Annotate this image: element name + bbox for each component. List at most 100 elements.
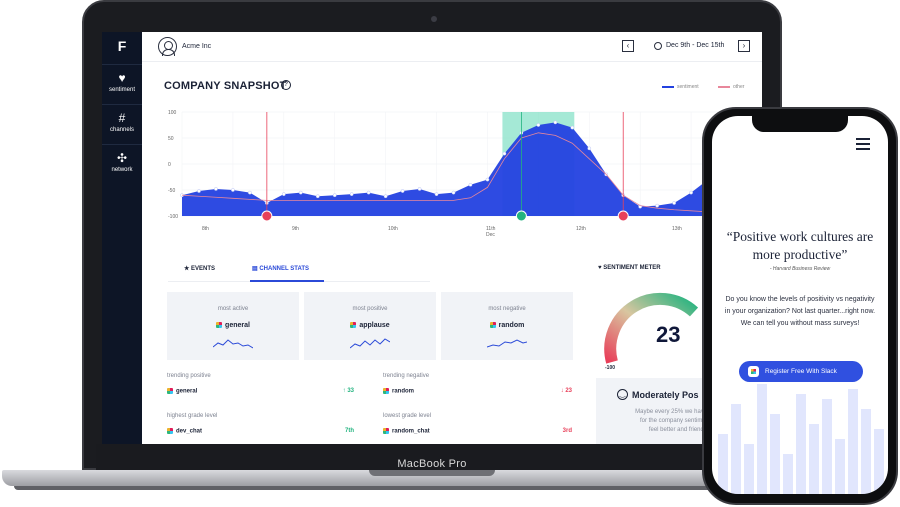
slack-icon [489, 322, 496, 329]
data-point [400, 189, 405, 193]
data-point [451, 190, 456, 195]
slack-icon [167, 388, 173, 394]
data-point [434, 192, 439, 197]
phone-body-text: Do you know the levels of positivity vs … [724, 296, 876, 327]
lowest-grade-value: 3rd [562, 428, 572, 434]
highest-grade-channel: dev_chat [167, 428, 202, 435]
slack-icon [216, 322, 223, 329]
trending-positive-value: ↑ 33 [342, 388, 354, 394]
y-tick-label: -50 [168, 188, 175, 194]
slack-icon [167, 428, 173, 434]
stat-channel-name: random [392, 388, 415, 395]
menu-icon[interactable] [856, 138, 870, 153]
data-point [383, 194, 388, 199]
sidebar-item-network[interactable]: ✣ network [102, 144, 142, 182]
slack-icon [350, 322, 357, 329]
data-point [214, 187, 218, 191]
card-label: most active [217, 306, 249, 312]
background-bar [848, 389, 858, 494]
sentiment-score: 23 [656, 322, 681, 347]
data-point [248, 190, 252, 195]
next-week-button[interactable]: › [738, 40, 750, 52]
background-bar [744, 444, 754, 494]
card-label: most positive [352, 306, 388, 312]
data-point [298, 190, 303, 195]
quote-source: - Harvard Business Review [769, 266, 831, 272]
data-point [672, 201, 676, 205]
gauge-arc [604, 292, 698, 364]
app-logo[interactable]: F [117, 38, 127, 54]
data-point [315, 194, 320, 199]
stat-channel-name: random_chat [392, 428, 430, 435]
card-channel-name: applause [359, 322, 390, 329]
sidebar-item-label: sentiment [108, 87, 135, 93]
smiley-icon: ‿ [617, 389, 628, 400]
help-icon[interactable]: ? [281, 80, 291, 90]
data-point [502, 151, 507, 156]
trending-negative-value: ↓ 23 [560, 388, 572, 394]
prev-week-button[interactable]: ‹ [622, 40, 634, 52]
network-icon: ✣ [116, 151, 128, 165]
background-bar [783, 454, 793, 494]
trending-negative-label: trending negative [383, 373, 430, 379]
laptop-notch [369, 470, 495, 476]
card-most-active[interactable]: most active general [167, 292, 299, 360]
data-point [349, 192, 354, 197]
data-point [468, 182, 473, 187]
sidebar: F ♥ sentiment # channels ✣ network [102, 32, 142, 444]
stat-channel-name: dev_chat [176, 428, 203, 435]
card-channel: applause [304, 322, 436, 329]
date-range[interactable]: Dec 9th - Dec 15th [666, 42, 725, 49]
sidebar-item-sentiment[interactable]: ♥ sentiment [102, 64, 142, 102]
sidebar-item-label: channels [109, 127, 135, 133]
sparkline [213, 339, 253, 349]
user-avatar-icon[interactable] [158, 37, 177, 56]
heart-icon: ♥ [118, 71, 126, 85]
x-tick-label: 12th [576, 226, 586, 232]
y-tick-label: 0 [168, 162, 171, 168]
trending-positive-label: trending positive [167, 373, 211, 379]
card-most-negative[interactable]: most negative random [441, 292, 573, 360]
background-bars [718, 384, 884, 494]
sparkline [487, 339, 527, 348]
y-tick-label: 50 [168, 136, 174, 142]
y-tick-label: 100 [168, 110, 177, 116]
tab-label: CHANNEL STATS [259, 266, 310, 272]
sidebar-item-label: network [111, 167, 133, 173]
data-point [689, 190, 693, 195]
highest-grade-value: 7th [345, 428, 354, 434]
background-bar [770, 414, 780, 494]
active-tab-indicator [250, 280, 324, 282]
event-marker-icon [617, 210, 629, 222]
event-marker-icon [515, 210, 527, 222]
data-point [570, 125, 575, 130]
background-bar [757, 384, 767, 494]
x-tick-label: 8th [202, 226, 209, 232]
x-tick-label: 11th [486, 226, 496, 232]
page-title: COMPANY SNAPSHOT [164, 80, 287, 92]
sentiment-meter-title: ♥ SENTIMENT METER [598, 265, 661, 271]
x-tick-label: 10th [388, 226, 398, 232]
stats-tabs: ★ EVENTS ▤ CHANNEL STATS [168, 260, 430, 282]
data-point [655, 203, 660, 208]
card-most-positive[interactable]: most positive applause [304, 292, 436, 360]
legend-label: sentiment [677, 84, 699, 90]
y-tick-label: -100 [168, 214, 178, 220]
quote: “Positive work cultures are more product… [726, 229, 874, 262]
sentiment-chart[interactable]: 100 50 0 -50 -100 8th 9th 10th 11th 12th 13th Dec [142, 104, 762, 254]
legend-other: other [718, 84, 744, 90]
background-bar [822, 399, 832, 494]
highest-grade-label: highest grade level [167, 413, 218, 419]
trending-positive-channel: general [167, 388, 197, 395]
camera [431, 16, 437, 22]
tab-channel-stats[interactable]: ▤ CHANNEL STATS [252, 266, 310, 272]
legend-label: other [733, 84, 745, 90]
register-slack-button[interactable]: Register Free With Slack [739, 361, 863, 382]
data-point [417, 187, 422, 191]
data-point [197, 189, 201, 193]
tab-events[interactable]: ★ EVENTS [184, 266, 216, 272]
sidebar-item-channels[interactable]: # channels [102, 104, 142, 142]
laptop-bezel [96, 444, 768, 470]
card-label: most negative [488, 306, 526, 312]
